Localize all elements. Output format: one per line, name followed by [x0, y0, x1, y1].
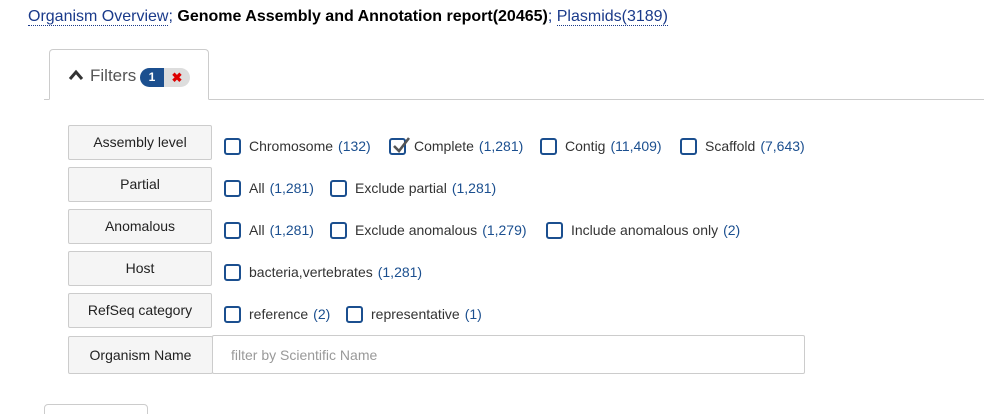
option-count: (2)	[313, 306, 331, 322]
option-count: (1,281)	[478, 138, 524, 154]
checkbox[interactable]	[330, 221, 347, 239]
option-label: Include anomalous only	[571, 222, 719, 238]
option-exclude-partial[interactable]: Exclude partial (1,281)	[330, 178, 496, 198]
refseq-category-label: RefSeq category	[68, 293, 212, 328]
option-include-anomalous-only[interactable]: Include anomalous only (2)	[546, 220, 740, 240]
option-label: Exclude partial	[355, 180, 447, 196]
checkbox-checked[interactable]	[389, 136, 411, 155]
option-count: (1,281)	[269, 222, 314, 238]
chevron-up-icon	[68, 69, 84, 80]
checkbox[interactable]	[224, 305, 241, 323]
host-label: Host	[68, 251, 212, 286]
option-exclude-anomalous[interactable]: Exclude anomalous (1,279)	[330, 220, 527, 240]
checkbox[interactable]	[540, 137, 557, 155]
checkbox[interactable]	[224, 179, 241, 197]
plasmids-link[interactable]: Plasmids(3189)	[556, 8, 668, 26]
option-representative[interactable]: representative (1)	[346, 304, 482, 324]
option-label: All	[249, 222, 265, 238]
option-label: reference	[249, 306, 309, 322]
option-host-bacteria-vertebrates[interactable]: bacteria,vertebrates (1,281)	[224, 262, 422, 282]
option-count: (2)	[723, 222, 741, 238]
filter-count: 1	[140, 68, 164, 87]
option-count: (7,643)	[760, 138, 805, 154]
option-complete[interactable]: Complete (1,281)	[389, 136, 523, 156]
option-reference[interactable]: reference (2)	[224, 304, 330, 324]
option-label: Complete	[414, 138, 474, 154]
option-label: bacteria,vertebrates	[249, 264, 373, 280]
checkbox[interactable]	[346, 305, 363, 323]
option-scaffold[interactable]: Scaffold (7,643)	[680, 136, 805, 156]
option-count: (132)	[338, 138, 371, 154]
bottom-tab[interactable]	[44, 404, 148, 414]
option-chromosome[interactable]: Chromosome (132)	[224, 136, 371, 156]
checkbox[interactable]	[330, 179, 347, 197]
checkbox[interactable]	[224, 221, 241, 239]
option-count: (11,409)	[610, 138, 662, 154]
tab-divider	[44, 99, 984, 100]
option-label: Exclude anomalous	[355, 222, 478, 238]
tab-filters[interactable]: Filters 1 ✖	[49, 49, 209, 100]
organism-name-label: Organism Name	[68, 336, 213, 374]
assembly-level-label: Assembly level	[68, 125, 212, 160]
partial-label: Partial	[68, 167, 212, 202]
page-title: Genome Assembly and Annotation report(20…	[177, 8, 548, 25]
filter-count-badge: 1 ✖	[140, 68, 190, 87]
breadcrumb: Organism Overview; Genome Assembly and A…	[28, 7, 668, 27]
option-label: Contig	[565, 138, 606, 154]
option-label: Scaffold	[705, 138, 756, 154]
organism-name-search-input[interactable]	[212, 335, 805, 374]
checkbox[interactable]	[680, 137, 697, 155]
option-count: (1,279)	[482, 222, 527, 238]
option-count: (1)	[464, 306, 482, 322]
filters-tab-label: Filters	[90, 66, 137, 85]
breadcrumb-separator: ;	[168, 8, 173, 25]
clear-filters-icon[interactable]: ✖	[164, 68, 190, 87]
anomalous-label: Anomalous	[68, 209, 212, 244]
checkbox[interactable]	[224, 263, 241, 281]
breadcrumb-separator: ;	[547, 8, 553, 25]
checkmark-icon	[393, 136, 411, 153]
option-contig[interactable]: Contig (11,409)	[540, 136, 662, 156]
option-label: All	[249, 180, 265, 196]
checkbox[interactable]	[224, 137, 241, 155]
option-label: representative	[371, 306, 460, 322]
option-partial-all[interactable]: All (1,281)	[224, 178, 314, 198]
option-count: (1,281)	[377, 264, 423, 280]
organism-overview-link[interactable]: Organism Overview	[28, 8, 169, 26]
option-label: Chromosome	[249, 138, 334, 154]
checkbox[interactable]	[546, 221, 563, 239]
option-count: (1,281)	[269, 180, 314, 196]
option-count: (1,281)	[451, 180, 497, 196]
option-anomalous-all[interactable]: All (1,281)	[224, 220, 314, 240]
